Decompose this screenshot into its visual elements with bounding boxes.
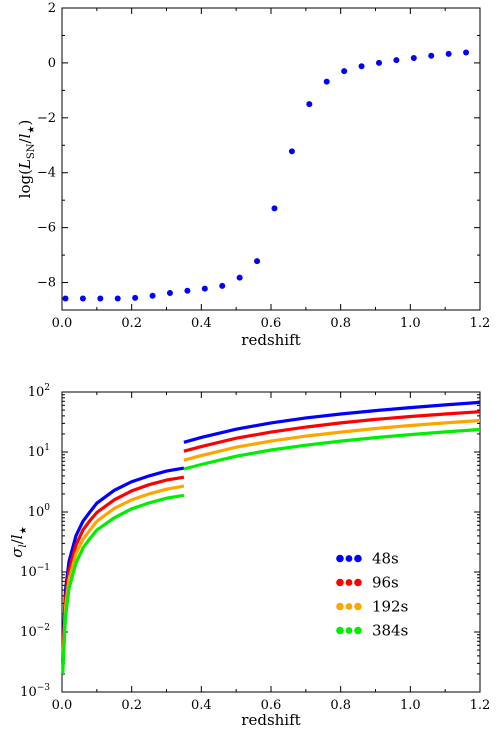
data-point xyxy=(463,49,470,56)
top-x-tick-label: 0.4 xyxy=(191,316,212,331)
top-y-axis-label: log(LSN/l★) xyxy=(16,120,37,199)
series-line-192s xyxy=(183,418,481,462)
legend-marker xyxy=(336,578,344,587)
data-point xyxy=(166,289,173,296)
bottom-y-tick-label: 100 xyxy=(28,503,51,520)
bottom-x-tick-label: 0.0 xyxy=(52,698,73,713)
legend-marker xyxy=(354,554,362,563)
top-y-tick-label: 2 xyxy=(48,1,56,16)
legend-label: 96s xyxy=(372,574,399,592)
bottom-x-ticks: 0.0 0.2 0.4 0.6 0.8 1.0 1.2 xyxy=(52,392,491,713)
top-panel: 0.0 0.2 0.4 0.6 0.8 1.0 1.2 −8 −6 −4 −2 0 2 redshif… xyxy=(16,1,490,349)
top-y-tick-label: −6 xyxy=(37,221,56,236)
top-x-tick-label: 0.6 xyxy=(261,316,282,331)
data-point xyxy=(62,295,69,302)
legend-label: 48s xyxy=(372,550,399,568)
legend-marker xyxy=(345,627,353,634)
series-line-384s xyxy=(183,427,481,471)
bottom-panel: 0.0 0.2 0.4 0.6 0.8 1.0 1.2 10−3 10−2 10−1 100 101… xyxy=(8,383,490,729)
legend: 48s 96s 192s 384s xyxy=(336,550,408,640)
bottom-x-tick-label: 0.2 xyxy=(121,698,142,713)
top-y-tick-label: 0 xyxy=(48,56,56,71)
data-point xyxy=(149,292,156,299)
legend-marker xyxy=(354,602,362,611)
top-x-tick-label: 0.2 xyxy=(121,316,142,331)
data-point xyxy=(132,294,139,301)
bottom-x-tick-label: 0.8 xyxy=(330,698,351,713)
top-y-tick-label: −2 xyxy=(37,111,56,126)
bottom-y-tick-label: 10−2 xyxy=(20,623,50,640)
legend-marker xyxy=(345,603,353,610)
legend-marker xyxy=(354,578,362,587)
bottom-x-tick-label: 0.4 xyxy=(191,698,212,713)
bottom-y-tick-label: 102 xyxy=(28,383,50,400)
data-point xyxy=(393,57,400,64)
top-x-tick-label: 1.2 xyxy=(470,316,491,331)
bottom-plot-frame xyxy=(61,391,481,693)
bottom-y-axis-label: σl/l★ xyxy=(8,526,29,557)
bottom-y-tick-label: 101 xyxy=(28,443,50,460)
top-x-tick-label: 0.8 xyxy=(330,316,351,331)
top-x-axis-label: redshift xyxy=(241,331,300,349)
legend-marker xyxy=(336,554,344,563)
legend-marker xyxy=(336,602,344,611)
data-point xyxy=(323,78,330,85)
bottom-y-tick-label: 10−1 xyxy=(20,563,50,580)
data-point xyxy=(428,52,435,59)
data-point xyxy=(288,148,295,155)
bottom-series-lines xyxy=(61,400,481,674)
bottom-x-tick-label: 1.0 xyxy=(400,698,421,713)
data-point xyxy=(236,274,243,281)
legend-marker xyxy=(345,555,353,562)
top-y-tick-label: −8 xyxy=(37,276,56,291)
series-line-384s xyxy=(61,493,185,674)
data-point xyxy=(201,285,208,292)
series-line-48s xyxy=(183,400,481,444)
legend-marker xyxy=(354,626,362,635)
data-point xyxy=(306,101,313,108)
legend-label: 192s xyxy=(372,598,408,616)
data-point xyxy=(445,50,452,57)
data-point xyxy=(341,68,348,75)
data-point xyxy=(410,54,417,61)
legend-label: 384s xyxy=(372,622,408,640)
bottom-x-tick-label: 0.6 xyxy=(261,698,282,713)
bottom-y-tick-label: 10−3 xyxy=(20,683,50,700)
top-x-ticks: 0.0 0.2 0.4 0.6 0.8 1.0 1.2 xyxy=(52,8,491,331)
top-y-ticks: −8 −6 −4 −2 0 2 xyxy=(37,1,480,311)
top-x-tick-label: 0.0 xyxy=(52,316,73,331)
data-point xyxy=(184,287,191,294)
top-y-tick-label: −4 xyxy=(37,166,56,181)
data-point xyxy=(271,205,278,212)
data-point xyxy=(375,59,382,66)
series-line-96s xyxy=(183,410,481,453)
bottom-x-axis-label: redshift xyxy=(241,711,300,729)
top-plot-frame xyxy=(61,7,481,311)
top-scatter-points xyxy=(62,49,470,302)
bottom-x-tick-label: 1.2 xyxy=(470,698,491,713)
data-point xyxy=(358,63,365,70)
data-point xyxy=(79,295,86,302)
top-x-tick-label: 1.0 xyxy=(400,316,421,331)
data-point xyxy=(254,258,261,265)
data-point xyxy=(219,282,226,289)
legend-marker xyxy=(345,579,353,586)
legend-marker xyxy=(336,626,344,635)
data-point xyxy=(114,295,121,302)
data-point xyxy=(97,295,104,302)
